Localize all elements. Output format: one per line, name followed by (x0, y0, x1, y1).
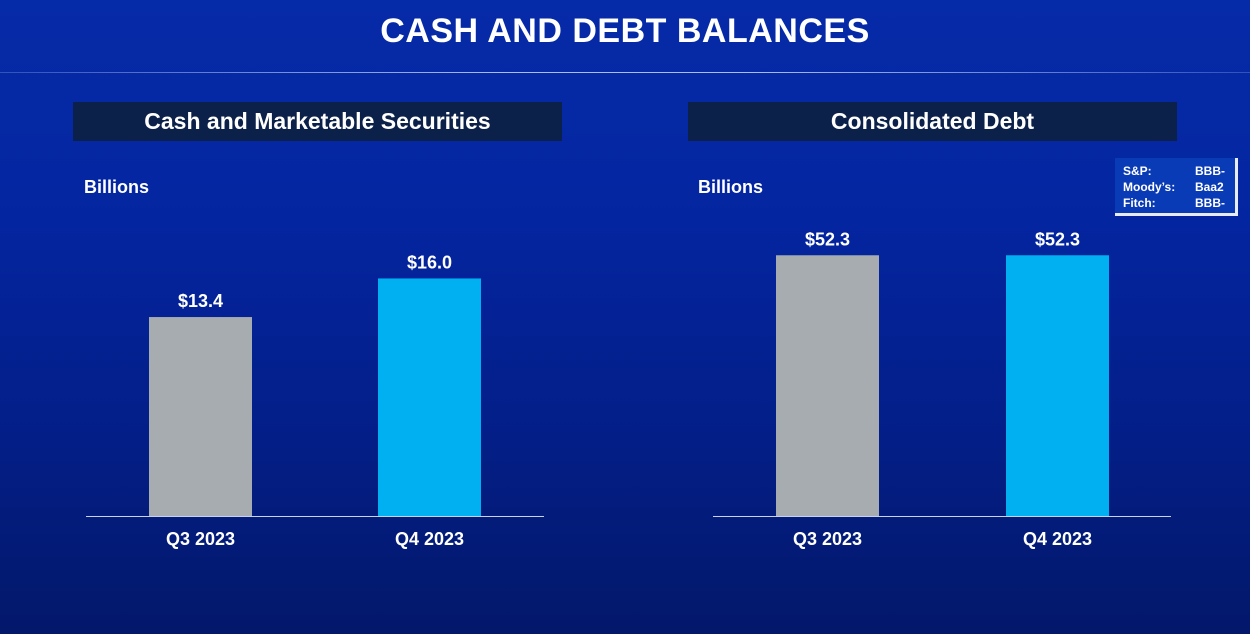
debt-unit-label: Billions (698, 177, 764, 197)
debt-category-label-1: Q3 2023 (793, 529, 862, 549)
rating-agency: Moody’s: (1123, 180, 1176, 194)
cash-bar-2 (378, 278, 481, 516)
cash-category-label-2: Q4 2023 (395, 529, 464, 549)
rating-row-moodys: Moody’s: Baa2 (1123, 179, 1235, 195)
slide-title: CASH AND DEBT BALANCES (380, 12, 870, 50)
rating-value: Baa2 (1195, 180, 1224, 194)
debt-bar-2 (1006, 255, 1109, 517)
debt-category-label-2: Q4 2023 (1023, 529, 1092, 549)
rating-value: BBB- (1195, 164, 1225, 178)
debt-data-label-1: $52.3 (805, 229, 850, 249)
cash-bar-1 (149, 317, 252, 516)
cash-data-label-1: $13.4 (178, 291, 223, 311)
debt-bar-1 (776, 255, 879, 517)
debt-chart-title: Consolidated Debt (688, 102, 1177, 141)
debt-data-label-2: $52.3 (1035, 229, 1080, 249)
rating-row-sp: S&P: BBB- (1123, 163, 1235, 179)
credit-ratings-box: S&P: BBB- Moody’s: Baa2 Fitch: BBB- (1115, 158, 1238, 216)
rating-agency: Fitch: (1123, 196, 1156, 210)
rating-row-fitch: Fitch: BBB- (1123, 195, 1235, 211)
cash-category-label-1: Q3 2023 (166, 529, 235, 549)
rating-agency: S&P: (1123, 164, 1152, 178)
cash-unit-label: Billions (84, 177, 150, 197)
title-divider (0, 72, 1250, 73)
rating-value: BBB- (1195, 196, 1225, 210)
cash-data-label-2: $16.0 (407, 252, 452, 272)
cash-chart-title: Cash and Marketable Securities (73, 102, 562, 141)
